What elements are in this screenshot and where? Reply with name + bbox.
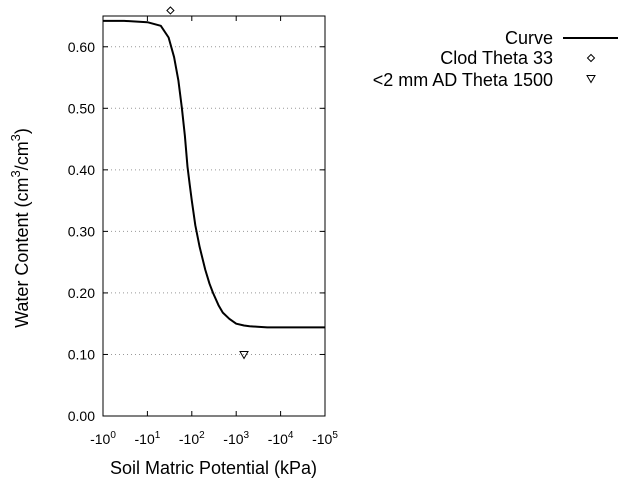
legend-label-curve: Curve: [505, 28, 553, 48]
y-tick-label: 0.50: [68, 100, 95, 116]
curve-series: [103, 19, 325, 329]
y-tick-label: 0.40: [68, 162, 95, 178]
x-tick-label: -104: [268, 430, 294, 447]
plot-frame: [102, 15, 326, 417]
legend-label-clod-theta-33: Clod Theta 33: [440, 48, 553, 68]
legend: Curve Clod Theta 33 <2 mm AD Theta 1500: [373, 28, 618, 90]
legend-swatch-diamond: [586, 53, 596, 63]
legend-swatch-triangle: [586, 75, 596, 84]
x-axis-ticks: -100 -101 -102 -103 -104 -105: [90, 16, 338, 447]
x-tick-label: -100: [90, 430, 116, 447]
y-axis-title: Water Content (cm3/cm3): [8, 128, 32, 328]
legend-label-ad-theta-1500: <2 mm AD Theta 1500: [373, 70, 553, 90]
y-tick-label: 0.20: [68, 285, 95, 301]
y-tick-label: 0.30: [68, 223, 95, 239]
x-axis-title: Soil Matric Potential (kPa): [110, 458, 317, 478]
y-tick-label: 0.60: [68, 39, 95, 55]
marker-series: [166, 6, 249, 360]
triangle-marker: [239, 350, 249, 360]
y-tick-label: 0.00: [68, 408, 95, 424]
grid-lines: [103, 46, 325, 355]
diamond-marker: [166, 6, 175, 15]
x-tick-label: -101: [135, 430, 161, 447]
curve-line: [103, 19, 325, 329]
x-tick-label: -105: [312, 430, 338, 447]
y-axis-ticks: 0.00 0.10 0.20 0.30 0.40 0.50 0.60: [68, 39, 325, 424]
x-tick-label: -103: [223, 430, 249, 447]
x-tick-label: -102: [179, 430, 205, 447]
y-tick-label: 0.10: [68, 346, 95, 362]
